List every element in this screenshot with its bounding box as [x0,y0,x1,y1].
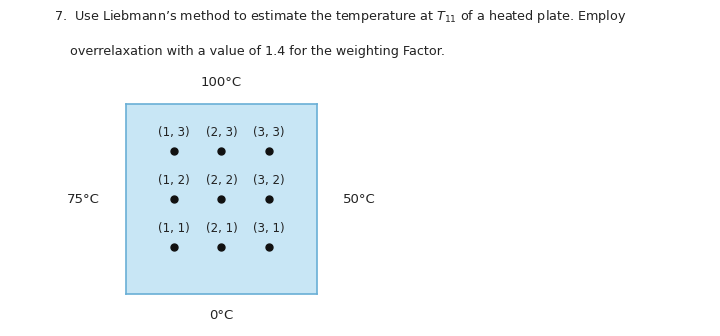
Text: (2, 3): (2, 3) [206,126,237,139]
Text: (2, 2): (2, 2) [205,174,238,187]
Text: (3, 1): (3, 1) [253,222,285,235]
Text: 7.  Use Liebmann’s method to estimate the temperature at $T_{11}$ of a heated pl: 7. Use Liebmann’s method to estimate the… [54,8,626,26]
Text: overrelaxation with a value of 1.4 for the weighting Factor.: overrelaxation with a value of 1.4 for t… [54,45,445,58]
Text: 75°C: 75°C [67,193,100,206]
Text: (3, 2): (3, 2) [253,174,285,187]
Text: (2, 1): (2, 1) [205,222,238,235]
Text: (1, 3): (1, 3) [158,126,189,139]
Text: (1, 2): (1, 2) [158,174,189,187]
Text: 0°C: 0°C [210,309,233,322]
Text: 50°C: 50°C [343,193,376,206]
Text: 100°C: 100°C [201,76,242,89]
Text: (3, 3): (3, 3) [253,126,285,139]
Text: (1, 1): (1, 1) [158,222,189,235]
